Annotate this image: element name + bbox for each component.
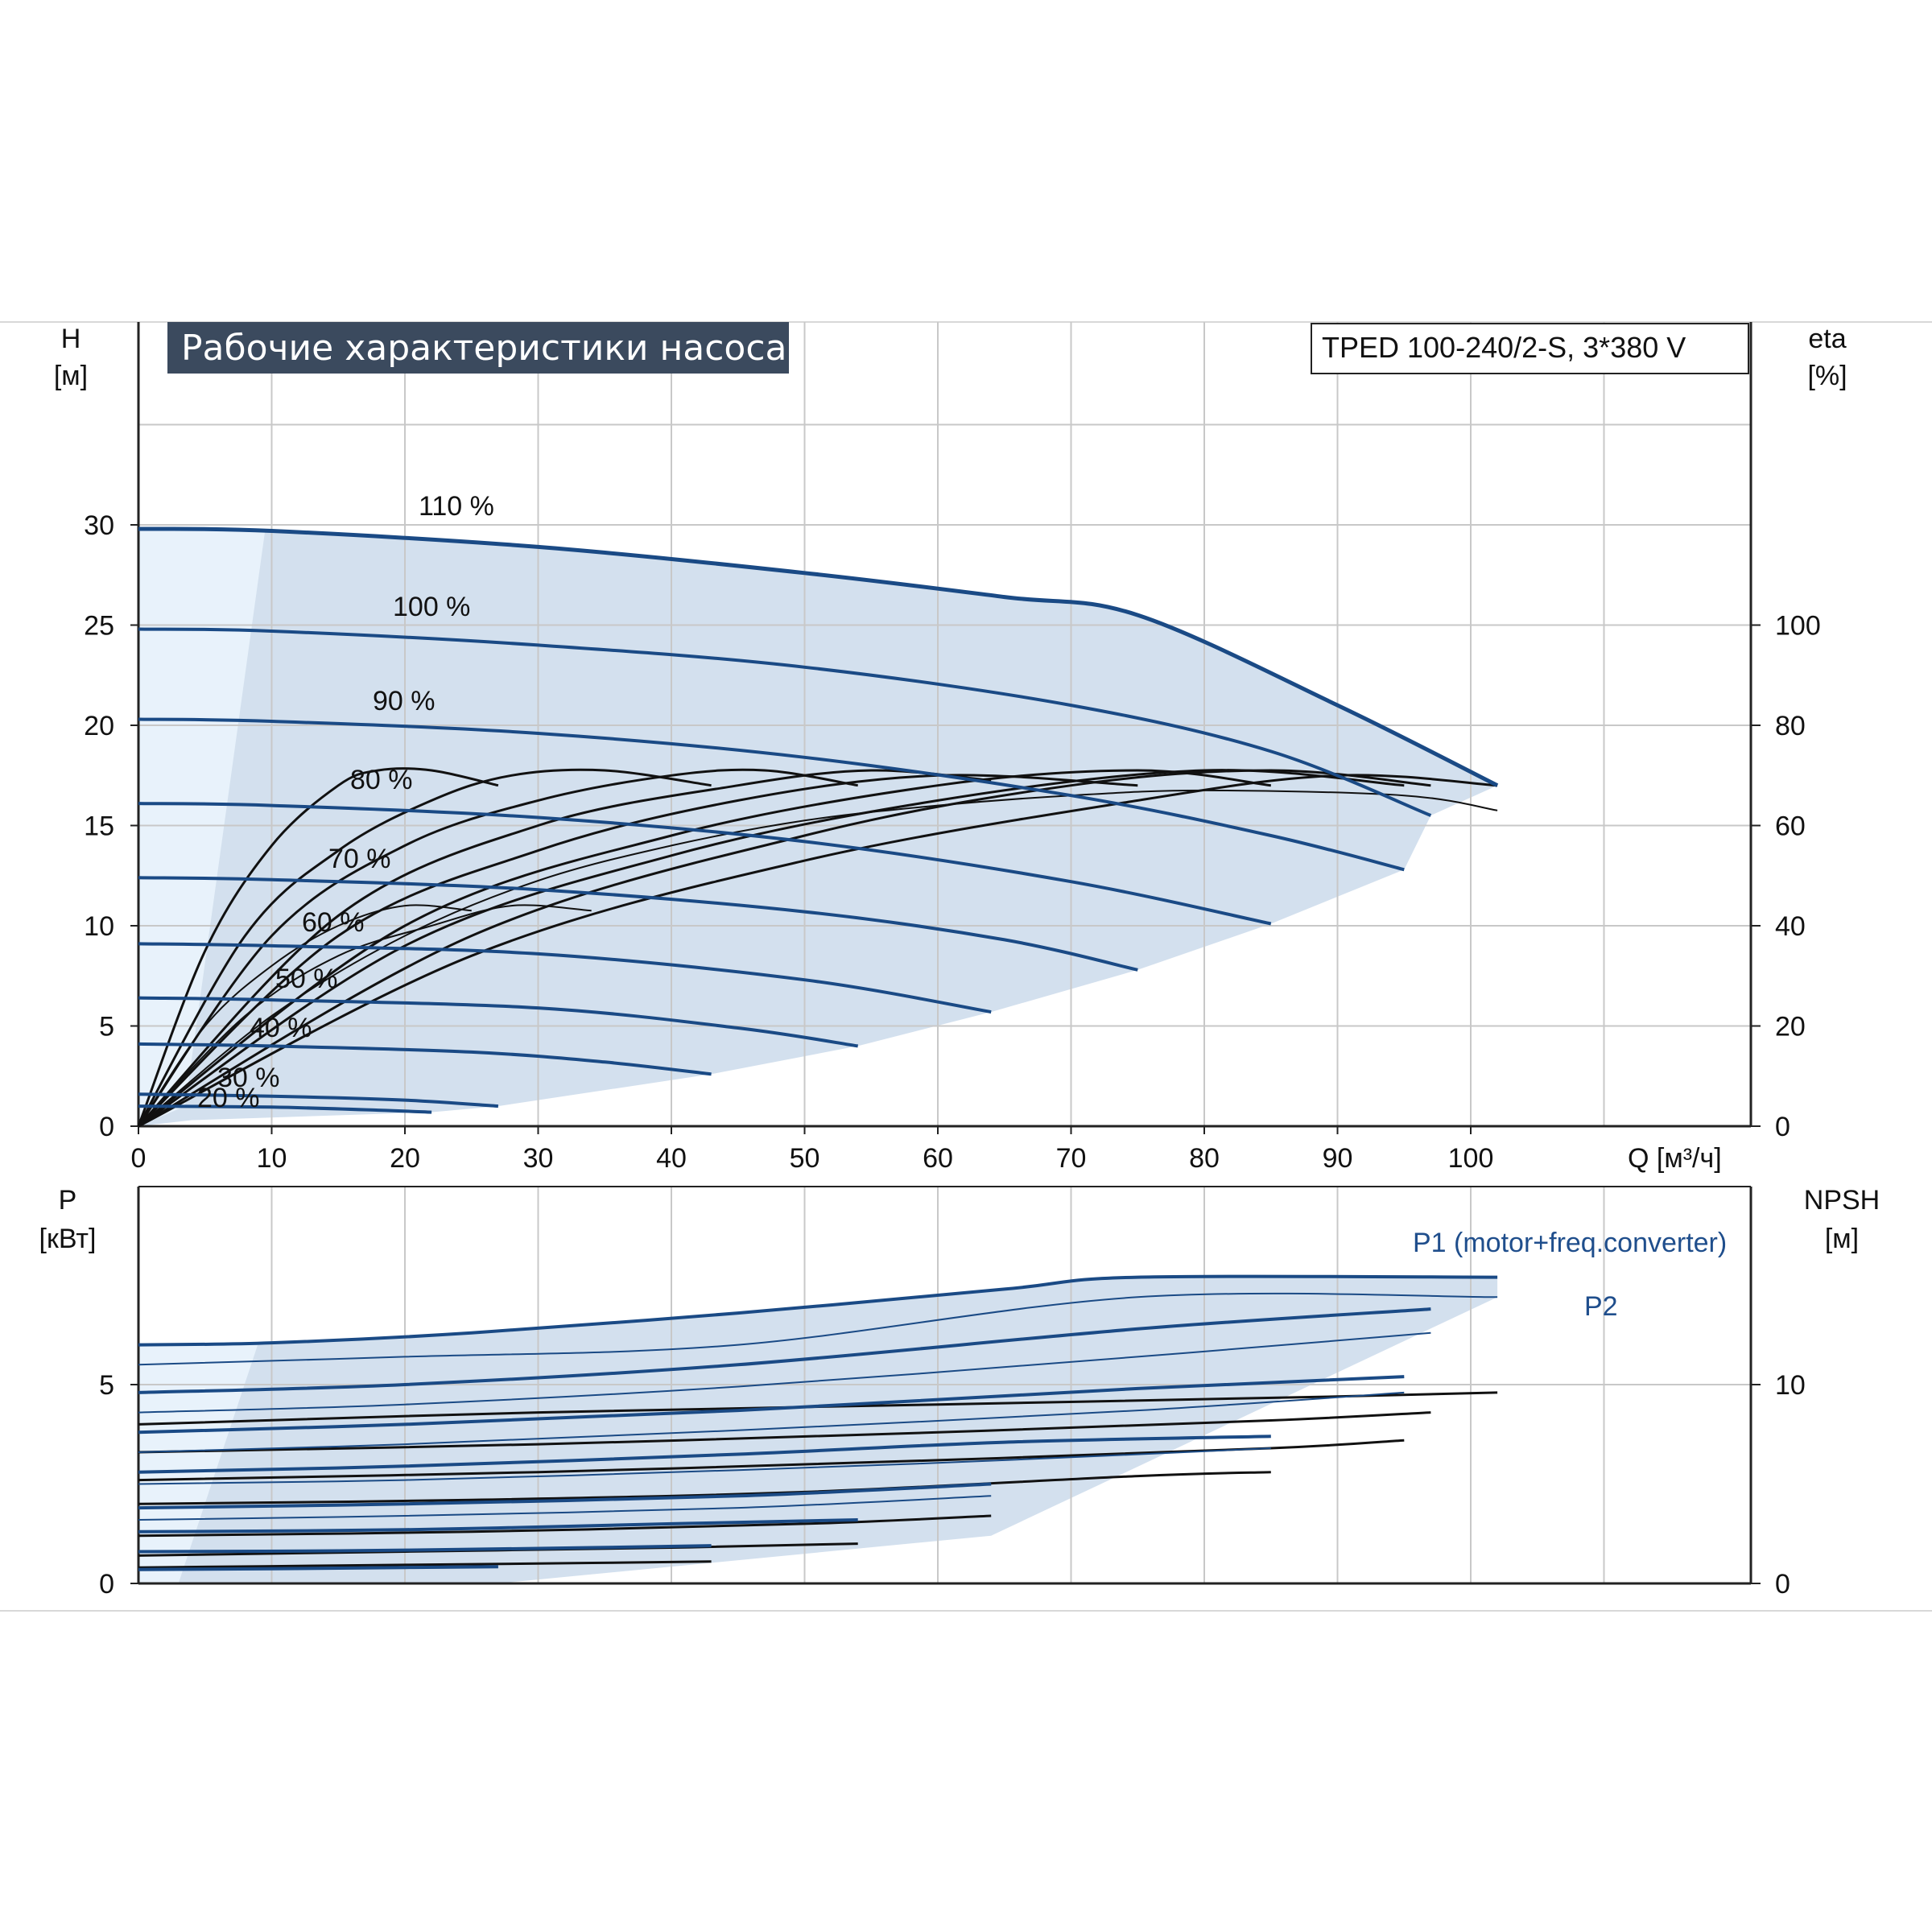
head-curve-label: 40 % <box>250 1013 312 1043</box>
p2-curve <box>138 1331 1431 1414</box>
eta-curve <box>138 769 1271 1128</box>
x-axis-label: Q [м³/ч] <box>1628 1143 1722 1174</box>
npsh-curve <box>138 1471 1271 1505</box>
y-tick-label: 5 <box>99 1370 114 1401</box>
head-curve-label: 90 % <box>373 686 436 716</box>
head-curve <box>138 1092 499 1108</box>
head-curve <box>138 1042 712 1076</box>
y-tick-label: 15 <box>84 811 114 842</box>
head-efficiency-plot: 0 10 20 30 40 50 60 70 80 90 100 0 5 10 15 20 25 30 0 20 40 6… <box>84 322 1821 1174</box>
head-curve-label: 80 % <box>350 765 413 795</box>
title-box <box>167 322 789 374</box>
y2-tick-label: 100 <box>1775 611 1821 642</box>
y-axis-label-p: P <box>59 1185 77 1216</box>
x-tick-label: 40 <box>656 1143 687 1174</box>
p1-series-label: P1 (motor+freq.converter) <box>1413 1228 1727 1258</box>
p2-curve <box>138 1391 1405 1453</box>
eta-curve <box>137 774 1138 1128</box>
y-tick-label: 10 <box>84 911 114 942</box>
head-curve <box>138 996 858 1048</box>
y-tick-label: 0 <box>99 1112 114 1142</box>
power-npsh-plot: 0 5 0 10 <box>99 1186 1806 1600</box>
y2-tick-label: 80 <box>1775 711 1806 741</box>
x-tick-label: 80 <box>1189 1143 1220 1174</box>
p1-curve <box>138 1274 1498 1347</box>
eta-curve <box>138 769 1431 1128</box>
y-tick-label: 0 <box>99 1569 114 1600</box>
model-box <box>1311 323 1749 374</box>
eta-curve <box>138 904 592 1127</box>
y2-axis-unit-eta: [%] <box>1807 361 1847 391</box>
x-tick-label: 20 <box>390 1143 420 1174</box>
head-curve-label: 50 % <box>275 964 338 994</box>
power-light-area <box>138 1343 258 1583</box>
head-curve <box>138 717 1405 872</box>
head-curve <box>138 526 1499 787</box>
eta-curve <box>137 767 499 1127</box>
x-tick-label: 10 <box>257 1143 287 1174</box>
head-curve-label: 30 % <box>217 1063 280 1093</box>
page-bottom-rule <box>0 1610 1932 1612</box>
y2-tick-label: 20 <box>1775 1012 1806 1042</box>
p1-curve <box>138 1518 858 1534</box>
y2-tick-label: 10 <box>1775 1370 1806 1401</box>
y2-axis-unit-npsh: [м] <box>1825 1224 1859 1254</box>
x-tick-label: 0 <box>131 1143 147 1174</box>
x-tick-label: 100 <box>1448 1143 1494 1174</box>
y-axis-label-h: H <box>61 324 81 354</box>
npsh-curve <box>138 1560 712 1569</box>
npsh-curve <box>138 1514 992 1538</box>
head-curve-label: 60 % <box>302 907 365 938</box>
x-tick-label: 60 <box>923 1143 953 1174</box>
eta-curve <box>138 789 1498 1127</box>
eta-curve <box>137 769 992 1128</box>
eta-curve <box>138 769 1405 1128</box>
p2-curve <box>138 1447 1271 1485</box>
p2-curve <box>138 1292 1498 1366</box>
y2-tick-label: 60 <box>1775 811 1806 842</box>
power-area <box>138 1276 1498 1583</box>
head-curve <box>138 627 1432 817</box>
head-curve-label: 100 % <box>393 592 470 622</box>
p1-curve <box>138 1544 712 1554</box>
y-axis-unit-h: [м] <box>54 361 88 391</box>
y2-tick-label: 40 <box>1775 911 1806 942</box>
p2-curve <box>138 1495 992 1521</box>
operating-area <box>138 528 1498 1126</box>
y2-axis-label-npsh: NPSH <box>1804 1185 1880 1216</box>
head-curve <box>138 1104 432 1114</box>
page-top-rule <box>0 321 1932 323</box>
p1-curve <box>138 1307 1431 1394</box>
model-label: TPED 100-240/2-S, 3*380 V <box>1322 331 1686 364</box>
y-tick-label: 25 <box>84 611 114 642</box>
chart-title: Рабочие характеристики насоса <box>181 328 786 369</box>
p2-series-label: P2 <box>1584 1291 1618 1322</box>
x-tick-label: 50 <box>790 1143 820 1174</box>
y-axis-unit-p: [кВт] <box>39 1224 97 1254</box>
x-tick-label: 90 <box>1323 1143 1353 1174</box>
y2-tick-label: 0 <box>1775 1112 1790 1142</box>
head-curve-label: 110 % <box>419 491 494 522</box>
y2-tick-label: 0 <box>1775 1569 1790 1600</box>
p1-curve <box>138 1435 1271 1474</box>
npsh-curve <box>138 1439 1405 1482</box>
p1-curve <box>138 1482 992 1510</box>
head-curve <box>138 802 1272 926</box>
head-curve <box>138 942 992 1014</box>
x-tick-label: 70 <box>1056 1143 1087 1174</box>
y2-axis-label-eta: eta <box>1808 324 1846 354</box>
x-tick-label: 30 <box>523 1143 554 1174</box>
p1-curve <box>138 1565 498 1571</box>
npsh-curve <box>138 1411 1431 1454</box>
y-tick-label: 5 <box>99 1012 114 1042</box>
light-area <box>138 528 266 1126</box>
head-curve-label: 20 % <box>197 1083 260 1113</box>
p1-curve <box>138 1375 1405 1435</box>
eta-curve <box>138 904 472 1127</box>
y-tick-label: 30 <box>84 510 114 541</box>
y-tick-label: 20 <box>84 711 114 741</box>
head-curve <box>138 876 1138 972</box>
head-curve-label: 70 % <box>328 844 391 874</box>
